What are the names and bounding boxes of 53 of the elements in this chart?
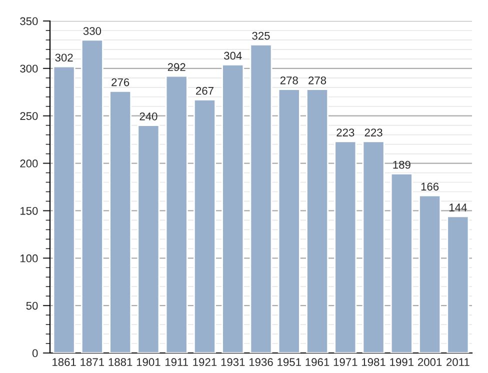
- bar: [362, 140, 385, 353]
- x-tick-label: 1951: [278, 358, 301, 366]
- bar: [109, 90, 132, 353]
- y-tick-label: 300: [20, 64, 38, 73]
- y-tick-label: 0: [32, 349, 38, 358]
- bar: [446, 216, 470, 353]
- bar: [137, 124, 160, 353]
- x-tick-label: 1971: [334, 358, 358, 366]
- data-label: 278: [280, 76, 298, 84]
- data-label: 189: [393, 160, 410, 169]
- data-label: 304: [224, 52, 242, 60]
- data-label: 240: [140, 112, 158, 120]
- data-label: 302: [55, 54, 73, 62]
- bar: [418, 194, 442, 353]
- bar: [334, 140, 357, 353]
- x-tick-label: 2011: [446, 358, 470, 366]
- x-tick-label: 1931: [221, 358, 245, 366]
- x-tick-label: 1961: [306, 358, 330, 366]
- x-tick-label: 1861: [52, 358, 76, 366]
- x-tick-label: 1991: [390, 358, 414, 366]
- x-tick-label: 1936: [249, 358, 273, 366]
- bar: [250, 44, 272, 353]
- bar: [306, 88, 329, 353]
- bar: [222, 64, 244, 353]
- y-tick-label: 200: [20, 160, 38, 168]
- x-tick-label: 1901: [136, 358, 160, 366]
- x-tick-label: 1871: [80, 358, 104, 366]
- data-label: 292: [168, 63, 186, 72]
- data-label: 223: [336, 128, 354, 136]
- data-label: 267: [196, 86, 214, 95]
- bar: [165, 75, 188, 353]
- data-label: 330: [83, 27, 102, 35]
- x-tick-label: 1981: [362, 358, 386, 366]
- bar: [52, 66, 76, 353]
- x-tick-label: 1881: [108, 358, 132, 366]
- bar: [193, 99, 216, 353]
- y-tick-label: 250: [20, 112, 38, 120]
- y-tick-label: 150: [20, 206, 38, 215]
- x-tick-label: 2001: [418, 358, 442, 366]
- data-label: 325: [252, 32, 270, 40]
- data-label: 144: [450, 204, 467, 212]
- data-label: 276: [112, 78, 130, 86]
- data-label: 278: [308, 76, 326, 84]
- bar: [278, 88, 300, 353]
- y-tick-label: 350: [20, 17, 38, 26]
- x-tick-label: 1921: [193, 358, 217, 366]
- bar: [390, 173, 413, 353]
- data-label: 223: [364, 128, 382, 136]
- y-tick-label: 50: [26, 302, 38, 310]
- data-label: 166: [421, 182, 439, 191]
- x-tick-label: 1911: [166, 358, 188, 366]
- y-tick-label: 100: [20, 254, 38, 262]
- bar: [80, 39, 104, 353]
